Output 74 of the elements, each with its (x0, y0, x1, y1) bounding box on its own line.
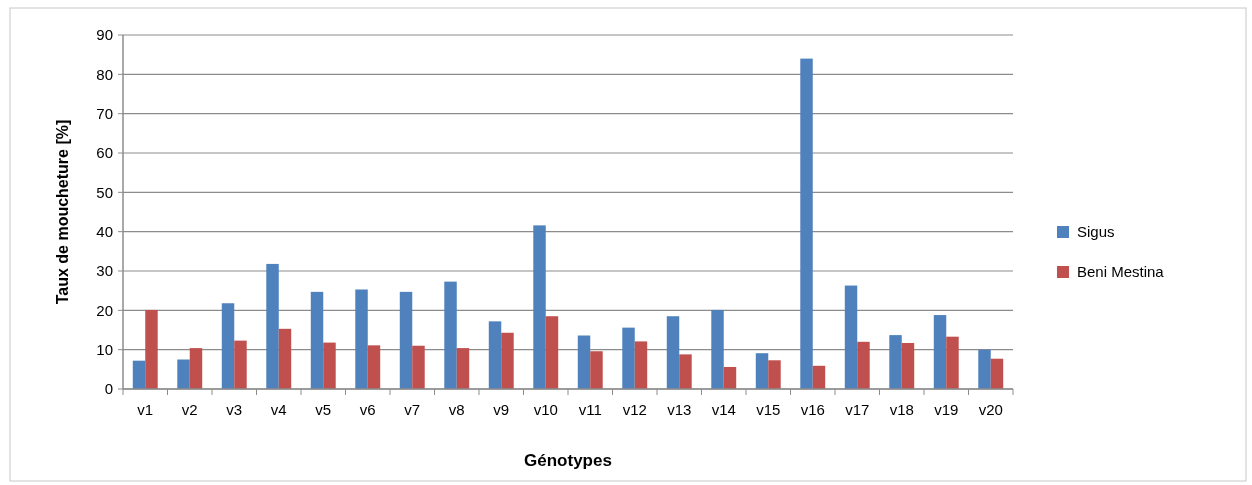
x-tick-label: v6 (359, 401, 376, 418)
bar (444, 281, 457, 389)
bar (800, 58, 813, 389)
y-tick-label: 0 (104, 380, 113, 398)
x-tick-label: v8 (448, 401, 465, 418)
bar (278, 328, 292, 389)
x-tick-label: v12 (622, 401, 647, 418)
bar (488, 321, 502, 389)
legend-label: Sigus (1077, 223, 1115, 241)
x-tick-label: v9 (493, 401, 510, 418)
bar (978, 349, 991, 389)
y-tick-label: 50 (96, 183, 113, 201)
bar (768, 360, 781, 389)
x-tick-label: v18 (889, 401, 914, 418)
bar (132, 360, 146, 389)
x-tick-label: v2 (181, 401, 198, 418)
x-tick-label: v7 (404, 401, 421, 418)
bar (399, 291, 413, 389)
x-tick-label: v10 (533, 401, 558, 418)
bar (310, 291, 324, 389)
bar (901, 342, 915, 389)
bar (755, 353, 769, 389)
bar (666, 316, 680, 389)
x-tick-label: v20 (978, 401, 1003, 418)
bar (711, 309, 724, 389)
bar (844, 285, 858, 389)
bar (634, 341, 648, 389)
bar (533, 225, 546, 389)
bar (501, 332, 514, 389)
bar (622, 327, 635, 389)
x-tick-label: v4 (270, 401, 287, 418)
bar (577, 335, 591, 389)
x-tick-label: v14 (711, 401, 736, 418)
bar (590, 351, 603, 389)
bar (323, 342, 336, 389)
y-axis-title: Taux de moucheture [%] (54, 119, 71, 305)
bar (234, 340, 247, 389)
legend-label: Beni Mestina (1077, 263, 1165, 281)
bar (723, 366, 737, 389)
y-tick-label: 70 (96, 104, 113, 122)
bar (545, 316, 559, 389)
bar (221, 303, 235, 389)
x-tick-label: v17 (845, 401, 870, 418)
y-tick-label: 30 (96, 262, 113, 280)
bar (412, 345, 425, 389)
y-tick-label: 40 (96, 222, 113, 240)
bar (145, 309, 158, 389)
bar (177, 359, 190, 389)
x-tick-label: v16 (800, 401, 825, 418)
bar (946, 336, 959, 389)
x-tick-label: v5 (315, 401, 332, 418)
y-tick-label: 10 (96, 340, 113, 358)
bar (266, 263, 279, 389)
bar (456, 348, 470, 389)
bar (990, 358, 1004, 389)
bar (189, 348, 203, 389)
x-axis-title: Génotypes (524, 451, 612, 470)
bar (933, 315, 947, 389)
bar (889, 335, 902, 389)
bar (857, 341, 870, 389)
x-tick-label: v11 (578, 401, 602, 418)
y-tick-label: 60 (96, 144, 113, 162)
x-tick-label: v3 (226, 401, 243, 418)
bar (367, 345, 381, 389)
y-tick-label: 20 (96, 301, 113, 319)
y-tick-label: 80 (96, 65, 113, 83)
x-tick-label: v15 (756, 401, 781, 418)
x-tick-label: v1 (137, 401, 154, 418)
x-tick-label: v13 (667, 401, 692, 418)
bar (812, 365, 826, 389)
x-tick-label: v19 (934, 401, 959, 418)
bar (355, 289, 368, 389)
bar (679, 354, 692, 389)
y-tick-label: 90 (96, 26, 113, 44)
